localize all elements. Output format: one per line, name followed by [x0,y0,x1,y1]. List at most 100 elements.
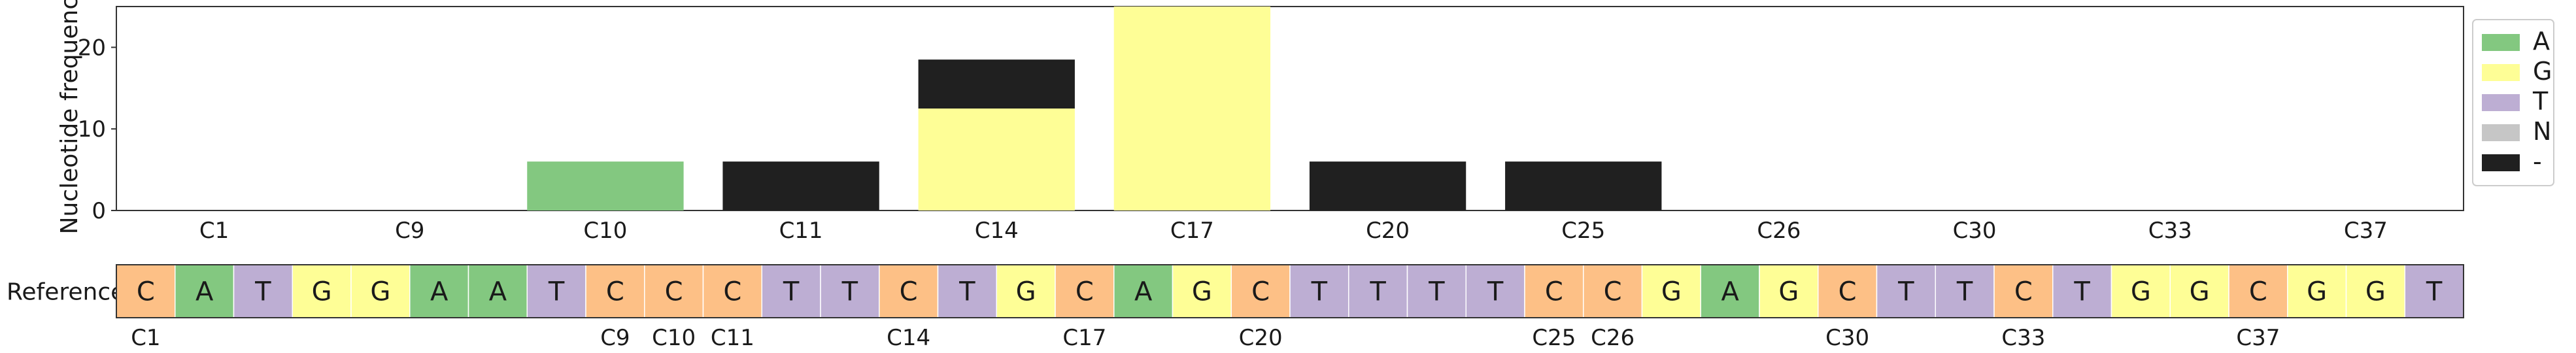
legend-label: A [2533,27,2550,56]
x-tick-label: C11 [779,218,823,244]
legend-swatch-A [2482,34,2520,51]
legend-swatch-gap [2482,154,2520,171]
ref-base: G [1016,277,1036,307]
ref-base: G [312,277,332,307]
ref-base: G [2307,277,2327,307]
ref-cell [1113,264,1174,318]
x-tick-label: C37 [2344,218,2388,244]
reference-track: Reference C A T G G A A T C C C T T C T G C A G C T T T T C C G A G C T… [7,264,2464,351]
ref-position-label: C11 [711,325,754,351]
ref-cell [1055,264,1115,318]
ref-position-label: C20 [1239,325,1283,351]
ref-base: A [1721,277,1739,307]
ref-base: T [2426,277,2443,307]
ref-cell [761,264,821,318]
y-tick-label: 20 [78,35,106,61]
ref-base: G [2190,277,2210,307]
ref-cell [702,264,762,318]
bar-C11-gap [722,161,879,210]
ref-base: A [1134,277,1153,307]
ref-cell [467,264,528,318]
ref-base: C [665,277,683,307]
ref-cell [1465,264,1525,318]
ref-base: T [1428,277,1445,307]
bar-C14-gap [918,59,1075,109]
x-tick-label: C14 [975,218,1019,244]
ref-position-label: C1 [131,325,160,351]
x-tick-label: C33 [2148,218,2192,244]
ref-base: C [1839,277,1857,307]
ref-cell [2287,264,2347,318]
legend-label: T [2532,87,2549,116]
ref-position-label: C17 [1062,325,1106,351]
ref-base: T [841,277,858,307]
ref-base: T [1311,277,1328,307]
ref-base: T [2073,277,2090,307]
legend-swatch-T [2482,94,2520,111]
ref-cell [1935,264,1995,318]
y-axis-title: Nucleotide frequency [56,0,83,234]
x-tick-label: C9 [395,218,424,244]
ref-base: G [1778,277,1799,307]
x-tick-label: C10 [583,218,627,244]
ref-position-label: C30 [1825,325,1869,351]
ref-cell [996,264,1056,318]
ref-cell [116,264,176,318]
y-tick-label: 0 [92,198,106,224]
ref-base: A [195,277,214,307]
ref-position-label: C14 [887,325,930,351]
ref-cell [1993,264,2054,318]
ref-base: G [1192,277,1212,307]
ref-base: C [1076,277,1094,307]
ref-base: A [489,277,507,307]
ref-position-label: C10 [652,325,696,351]
ref-base: C [2014,277,2033,307]
ref-base: C [2249,277,2267,307]
reference-frame [116,264,2464,318]
ref-base: A [430,277,449,307]
ref-base: C [606,277,624,307]
ref-base: T [1956,277,1973,307]
x-tick-label: C17 [1170,218,1214,244]
ref-base: T [1897,277,1914,307]
ref-cell [644,264,704,318]
legend-label: - [2533,147,2542,176]
ref-cell [2228,264,2288,318]
ref-base: T [254,277,271,307]
legend-swatch-G [2482,64,2520,81]
plot-frame [116,6,2464,211]
ref-base: T [1369,277,1386,307]
ref-base: T [548,277,565,307]
ref-base: C [137,277,155,307]
ref-cell [2404,264,2464,318]
bar-C14-G [918,109,1075,210]
ref-cell [1583,264,1643,318]
ref-position-label: C37 [2236,325,2280,351]
ref-base: G [1661,277,1682,307]
y-tick-label: 10 [78,116,106,143]
legend-swatch-N [2482,124,2520,141]
ref-base: T [783,277,800,307]
ref-base: T [958,277,975,307]
ref-base: C [1251,277,1270,307]
x-tick-label: C20 [1366,218,1410,244]
ref-base: C [1604,277,1622,307]
ref-base: C [723,277,741,307]
x-tick-label: C25 [1561,218,1605,244]
ref-position-label: C9 [600,325,630,351]
bar-C10-A [527,161,684,210]
ref-position-label: C33 [2001,325,2045,351]
ref-cell [2169,264,2229,318]
legend-label: N [2533,117,2551,146]
ref-base: T [1487,277,1504,307]
bar-C20-gap [1309,161,1466,210]
legend-label: G [2533,57,2552,86]
ref-base: G [370,277,390,307]
ref-base: G [2365,277,2386,307]
bar-C25-gap [1505,161,1662,210]
bar-C17-G [1113,7,1271,210]
ref-base: C [900,277,918,307]
